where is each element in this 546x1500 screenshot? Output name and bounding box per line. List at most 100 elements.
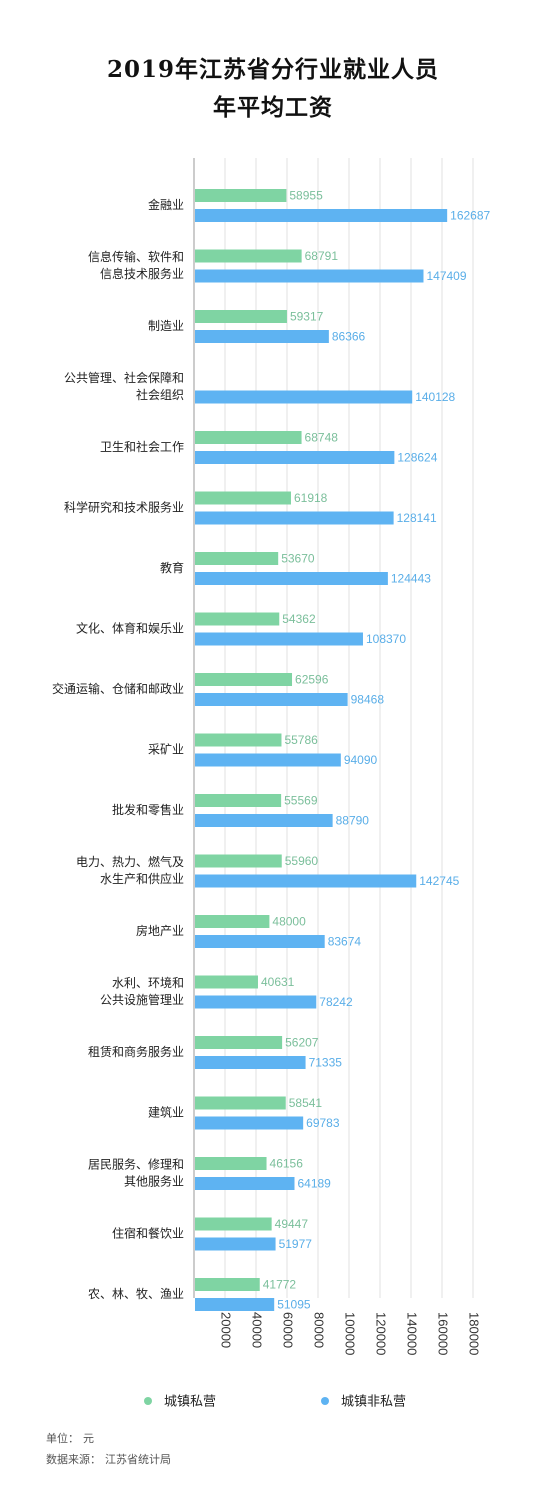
nonprivate-bar-12 bbox=[195, 935, 325, 948]
nonprivate-value-label-8: 98468 bbox=[351, 693, 385, 707]
nonprivate-value-label-14: 71335 bbox=[309, 1056, 343, 1070]
category-label-2: 制造业 bbox=[148, 319, 184, 333]
legend-label-1: 城镇非私营 bbox=[341, 1395, 406, 1410]
unit-label: 单位： bbox=[46, 1432, 79, 1445]
private-value-label-1: 68791 bbox=[305, 249, 339, 263]
private-bar-13 bbox=[195, 975, 258, 989]
nonprivate-bar-3 bbox=[195, 390, 413, 404]
category-label-1-0: 信息传输、软件和 bbox=[88, 249, 184, 264]
legend-marker-1 bbox=[321, 1397, 329, 1405]
nonprivate-value-label-16: 64189 bbox=[297, 1177, 331, 1191]
category-label-14: 租赁和商务服务业 bbox=[88, 1044, 184, 1059]
private-bar-15 bbox=[195, 1096, 286, 1110]
x-tick-label-2: 60000 bbox=[281, 1312, 296, 1348]
source-value: 江苏省统计局 bbox=[105, 1453, 171, 1466]
category-label-8: 交通运输、仓储和邮政业 bbox=[52, 681, 184, 696]
category-label-17: 住宿和餐饮业 bbox=[112, 1226, 184, 1241]
category-label-7: 文化、体育和娱乐业 bbox=[76, 621, 184, 636]
private-bar-11 bbox=[195, 854, 282, 868]
category-label-13-0: 水利、环境和 bbox=[112, 975, 184, 990]
nonprivate-bar-6 bbox=[195, 572, 388, 585]
private-value-label-2: 59317 bbox=[290, 310, 324, 324]
nonprivate-bar-13 bbox=[195, 995, 317, 1009]
nonprivate-value-label-10: 88790 bbox=[336, 814, 370, 828]
x-tick-label-1: 40000 bbox=[250, 1312, 265, 1348]
nonprivate-value-label-1: 147409 bbox=[426, 269, 466, 283]
nonprivate-value-label-3: 140128 bbox=[415, 390, 455, 404]
category-label-6: 教育 bbox=[160, 560, 184, 575]
private-bar-7 bbox=[195, 612, 280, 626]
category-label-0: 金融业 bbox=[148, 197, 184, 212]
nonprivate-value-label-11: 142745 bbox=[419, 874, 459, 888]
x-tick-label-6: 140000 bbox=[405, 1312, 420, 1355]
nonprivate-value-label-12: 83674 bbox=[328, 935, 362, 949]
category-label-3-0: 公共管理、社会保障和 bbox=[64, 370, 184, 385]
nonprivate-value-label-17: 51977 bbox=[279, 1237, 313, 1251]
nonprivate-value-label-2: 86366 bbox=[332, 330, 366, 344]
nonprivate-bar-14 bbox=[195, 1056, 306, 1069]
private-bar-4 bbox=[195, 431, 302, 444]
nonprivate-bar-10 bbox=[195, 814, 333, 827]
private-bar-12 bbox=[195, 915, 270, 928]
private-bar-10 bbox=[195, 794, 282, 807]
private-value-label-15: 58541 bbox=[289, 1096, 323, 1110]
nonprivate-value-label-13: 78242 bbox=[319, 995, 353, 1009]
private-bar-1 bbox=[195, 249, 302, 263]
unit-note: 单位： 元 bbox=[46, 1430, 98, 1446]
private-bar-6 bbox=[195, 552, 279, 565]
private-value-label-0: 58955 bbox=[289, 189, 323, 203]
nonprivate-bar-17 bbox=[195, 1237, 276, 1251]
nonprivate-value-label-18: 51095 bbox=[277, 1298, 311, 1312]
source-label: 数据来源： bbox=[46, 1453, 101, 1466]
category-label-11-1: 水生产和供应业 bbox=[100, 871, 184, 886]
private-value-label-11: 55960 bbox=[285, 854, 319, 868]
private-value-label-18: 41772 bbox=[263, 1278, 297, 1292]
category-label-16-0: 居民服务、修理和 bbox=[88, 1157, 184, 1172]
category-label-13-1: 公共设施管理业 bbox=[100, 992, 184, 1007]
private-value-label-10: 55569 bbox=[284, 794, 318, 808]
x-tick-label-0: 20000 bbox=[219, 1312, 234, 1348]
private-value-label-7: 54362 bbox=[282, 612, 316, 626]
nonprivate-value-label-5: 128141 bbox=[397, 511, 437, 525]
nonprivate-bar-15 bbox=[195, 1116, 304, 1130]
nonprivate-value-label-4: 128624 bbox=[397, 451, 437, 465]
private-bar-18 bbox=[195, 1278, 260, 1291]
category-label-16-1: 其他服务业 bbox=[124, 1174, 184, 1189]
x-tick-label-7: 160000 bbox=[436, 1312, 451, 1355]
nonprivate-value-label-0: 162687 bbox=[450, 209, 490, 223]
category-label-18: 农、林、牧、渔业 bbox=[88, 1287, 184, 1301]
private-value-label-16: 46156 bbox=[270, 1157, 304, 1171]
unit-value: 元 bbox=[83, 1432, 94, 1445]
x-tick-label-8: 180000 bbox=[467, 1312, 482, 1355]
private-value-label-8: 62596 bbox=[295, 673, 329, 687]
category-label-3-1: 社会组织 bbox=[136, 387, 184, 402]
private-value-label-5: 61918 bbox=[294, 491, 328, 505]
private-bar-16 bbox=[195, 1157, 267, 1170]
nonprivate-value-label-9: 94090 bbox=[344, 753, 378, 767]
private-value-label-14: 56207 bbox=[285, 1036, 319, 1050]
private-value-label-6: 53670 bbox=[281, 552, 315, 566]
private-value-label-12: 48000 bbox=[272, 915, 306, 929]
source-note: 数据来源： 江苏省统计局 bbox=[46, 1451, 175, 1467]
category-label-10: 批发和零售业 bbox=[112, 802, 184, 817]
legend-marker-0 bbox=[144, 1397, 152, 1405]
category-label-1-1: 信息技术服务业 bbox=[100, 266, 184, 281]
private-bar-9 bbox=[195, 733, 282, 747]
private-bar-5 bbox=[195, 491, 291, 505]
private-bar-2 bbox=[195, 310, 287, 323]
private-value-label-9: 55786 bbox=[284, 733, 318, 747]
private-value-label-13: 40631 bbox=[261, 975, 295, 989]
category-label-5: 科学研究和技术服务业 bbox=[64, 500, 184, 515]
category-label-11-0: 电力、热力、燃气及 bbox=[76, 854, 184, 869]
category-label-9: 采矿业 bbox=[148, 743, 184, 757]
private-bar-8 bbox=[195, 673, 293, 686]
x-tick-label-5: 120000 bbox=[374, 1312, 389, 1355]
nonprivate-bar-18 bbox=[195, 1298, 275, 1311]
x-tick-label-3: 80000 bbox=[312, 1312, 327, 1348]
nonprivate-value-label-15: 69783 bbox=[306, 1116, 340, 1130]
x-tick-label-4: 100000 bbox=[343, 1312, 358, 1355]
nonprivate-bar-1 bbox=[195, 269, 424, 283]
category-label-15: 建筑业 bbox=[148, 1105, 184, 1120]
nonprivate-value-label-7: 108370 bbox=[366, 632, 406, 646]
